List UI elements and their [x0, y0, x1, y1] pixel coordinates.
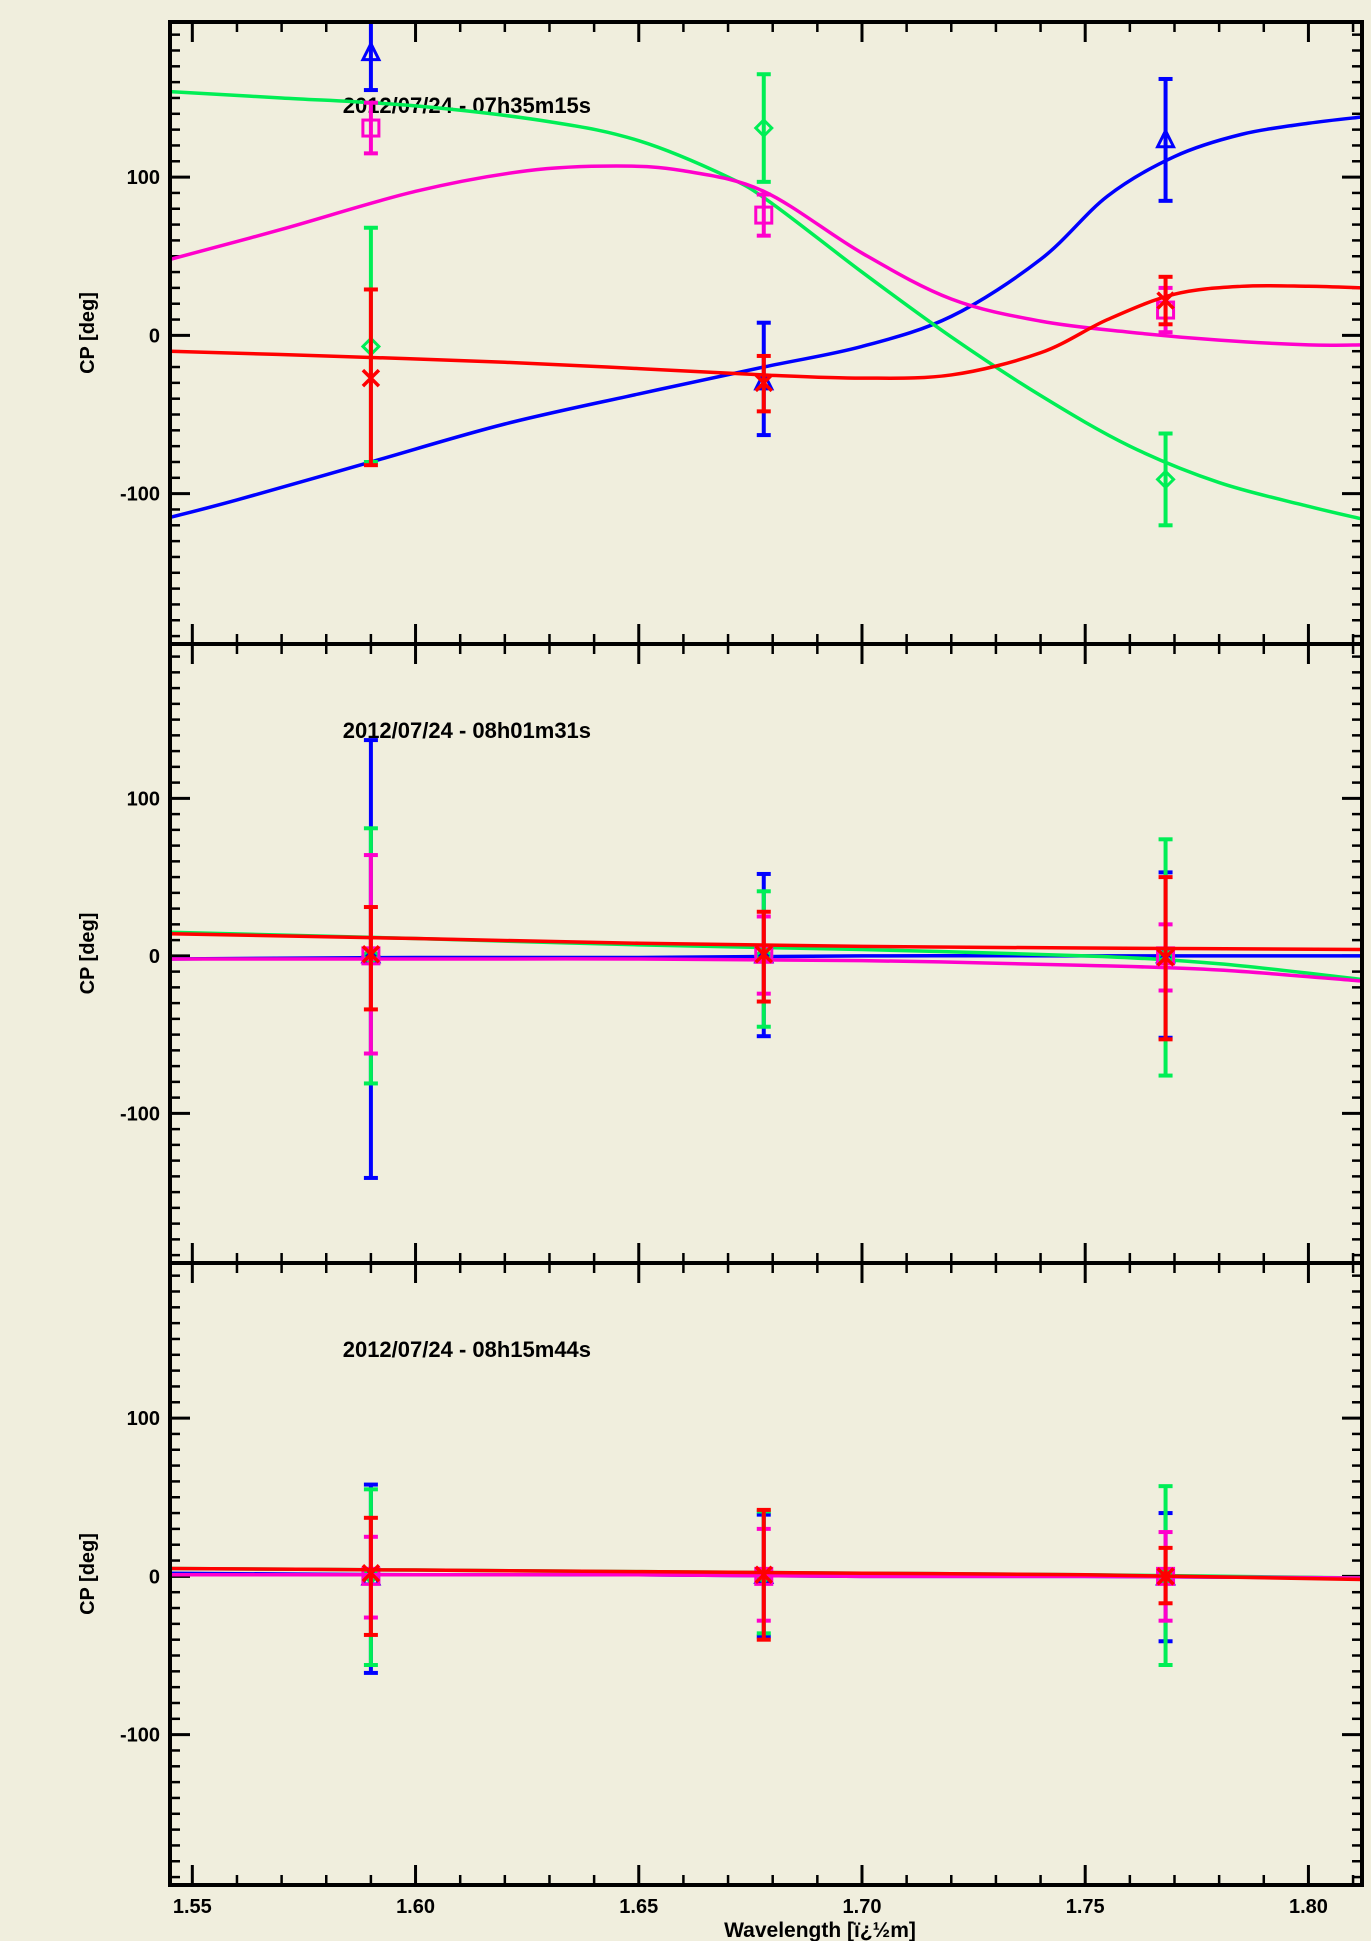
data-point-red: [361, 945, 381, 964]
x-tick-label: 1.80: [1289, 1896, 1328, 1918]
y-tick-label: 100: [127, 167, 160, 189]
model-curve-red: [170, 932, 1362, 952]
data-point-green: [753, 117, 774, 139]
data-point-magenta: [361, 118, 381, 138]
model-curve-magenta: [170, 957, 1362, 983]
data-point-red: [754, 945, 774, 964]
y-axis-label: CP [deg]: [77, 292, 99, 374]
data-point-magenta: [754, 205, 774, 225]
y-tick-label: 0: [149, 946, 160, 968]
x-tick-label: 1.75: [1066, 1896, 1105, 1918]
x-tick-labels: 1.55 1.60 1.65 1.70 1.75 1.80: [173, 1896, 1328, 1918]
y-tick-label: -100: [120, 484, 160, 506]
y-tick-label: 100: [127, 1408, 160, 1430]
y-tick-label: -100: [120, 1725, 160, 1747]
panel-3: -100 0 100 CP [deg] 2012/07/24 - 08h15m44s: [77, 1261, 1364, 1887]
data-point-red: [754, 1565, 774, 1585]
panel-title: 2012/07/24 - 08h01m31s: [343, 718, 591, 743]
x-tick-label: 1.60: [396, 1896, 435, 1918]
panel-data: [170, 1482, 1362, 1675]
data-point-red: [361, 368, 381, 388]
data-point-green: [1155, 469, 1176, 490]
data-point-blue: [1155, 127, 1176, 149]
model-curve-red: [170, 283, 1362, 380]
y-tick-label: -100: [120, 1103, 160, 1125]
panel-data: [170, 738, 1362, 1180]
model-curve-red: [170, 1566, 1362, 1582]
panel-frame: [168, 1261, 1364, 1887]
data-point-blue: [360, 40, 382, 62]
model-curve-blue: [170, 115, 1362, 520]
x-tick-label: 1.55: [173, 1896, 212, 1918]
data-point-red: [1156, 291, 1175, 310]
panel-title: 2012/07/24 - 07h35m15s: [343, 93, 591, 118]
x-tick-label: 1.65: [619, 1896, 658, 1918]
panel-data: [170, 22, 1362, 528]
model-curve-magenta: [170, 164, 1362, 347]
panels: -100 0 100 CP [deg] 2012/07/24 - 07h35m15s -1…: [77, 20, 1364, 1918]
y-tick-label: 100: [127, 788, 160, 810]
model-curve-green: [170, 89, 1362, 521]
panel-title: 2012/07/24 - 08h15m44s: [343, 1337, 591, 1362]
data-point-red: [361, 1563, 381, 1583]
y-axis-label: CP [deg]: [77, 1533, 99, 1615]
x-tick-label: 1.70: [843, 1896, 882, 1918]
y-axis-label: CP [deg]: [77, 913, 99, 995]
data-point-red: [1156, 948, 1175, 967]
y-tick-label: 0: [149, 1566, 160, 1588]
data-point-red: [1156, 1567, 1175, 1586]
y-tick-label: 0: [149, 325, 160, 347]
panel-2: -100 0 100 CP [deg] 2012/07/24 - 08h01m31s: [77, 642, 1364, 1265]
data-point-red: [754, 373, 774, 393]
x-axis-label: Wavelength [ï¿½m]: [724, 1919, 916, 1941]
